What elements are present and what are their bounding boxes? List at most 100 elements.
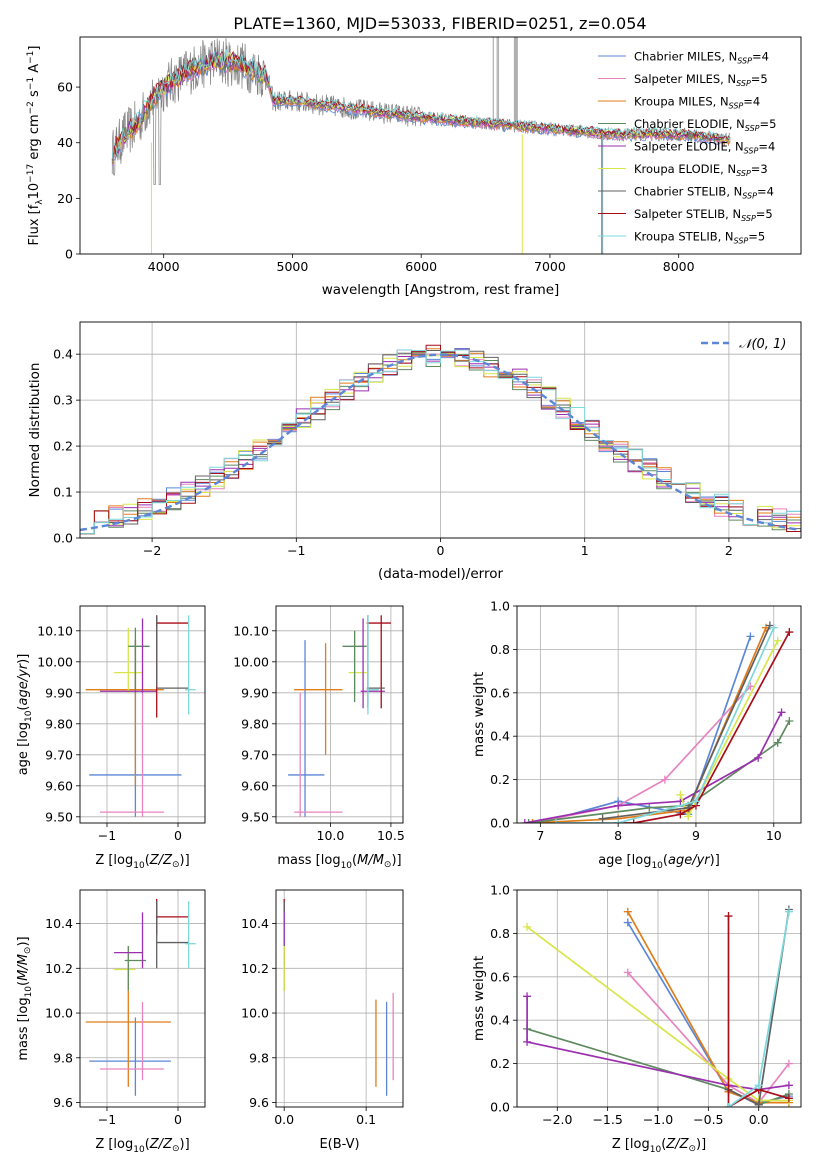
panel-age_vs_Z: −1 0 9.50 9.60 9.70 9.80 9.90 10.00 10.10 Z [log1… — [16, 605, 206, 871]
weight-marker-salpeter-elodie — [614, 801, 623, 810]
y-tick-label: 10.2 — [45, 961, 73, 976]
y-tick-label: 10.00 — [37, 654, 73, 669]
x-tick-label: −2.0 — [542, 1112, 572, 1127]
weight-marker-salpeter-miles — [784, 1059, 793, 1068]
plot-area-weight_vs_age — [520, 621, 794, 823]
panel-mass_vs_Z: −1 0 9.6 9.8 10.0 10.2 10.4 Z [log10(Z/Z⊙)] mass… — [16, 889, 206, 1155]
panel-spectrum: 4000 5000 6000 7000 8000 0 20 40 60 wavelength [A… — [26, 36, 802, 298]
y-tick-label: 10.0 — [45, 1006, 73, 1021]
axes-frame — [79, 889, 206, 1108]
y-tick-label: 10.0 — [241, 1006, 269, 1021]
y-tick-label: 0.4 — [490, 729, 510, 744]
y-tick-label: 0.8 — [490, 642, 510, 657]
legend-label: Kroupa ELODIE, NSSP=3 — [634, 162, 768, 178]
y-axis-label: mass weight — [471, 672, 487, 757]
weight-marker-salpeter-stelib — [676, 810, 685, 819]
x-axis-label: Z [log10(Z/Z⊙)] — [95, 853, 189, 871]
weight-marker-salpeter-miles — [660, 775, 669, 784]
weight-line-salpeter-miles — [627, 971, 790, 1104]
x-tick-label: 10.0 — [317, 828, 345, 843]
weight-marker-salpeter-elodie — [754, 753, 763, 762]
plot-area-age_vs_mass — [288, 615, 391, 817]
weight-marker-kroupa-stelib — [769, 623, 778, 632]
y-tick-label: 9.8 — [53, 1050, 73, 1065]
y-axis-label: Normed distribution — [27, 363, 43, 498]
weight-line-chabrier-miles — [540, 636, 752, 823]
y-tick-label: 1.0 — [490, 883, 510, 898]
normal-curve — [80, 353, 801, 532]
x-axis-label: Z [log10(Z/Z⊙)] — [612, 1137, 706, 1155]
axes-frame — [79, 605, 206, 824]
x-tick-label: 0 — [174, 828, 182, 843]
x-tick-label: 5000 — [277, 259, 309, 274]
y-tick-label: 0.2 — [490, 1056, 510, 1071]
legend-label: Chabrier STELIB, NSSP=4 — [634, 185, 774, 201]
panel-weight_vs_age: 7 8 9 10 0.0 0.2 0.4 0.6 0.8 1.0 age [log10(age/yr… — [471, 599, 802, 871]
y-tick-label: 60 — [57, 80, 73, 95]
weight-marker-chabrier-elodie — [773, 738, 782, 747]
y-tick-label: 0.4 — [490, 1013, 510, 1028]
weight-marker-kroupa-stelib — [551, 819, 560, 823]
x-tick-label: 0.0 — [749, 1112, 769, 1127]
y-tick-label: 10.2 — [241, 961, 269, 976]
y-tick-label: 9.70 — [241, 747, 269, 762]
y-tick-label: 9.70 — [45, 747, 73, 762]
y-tick-label: 0.6 — [490, 685, 510, 700]
x-axis-label: mass [log10(M/M⊙)] — [277, 853, 401, 871]
y-tick-label: 20 — [57, 191, 73, 206]
x-tick-label: 4000 — [148, 259, 180, 274]
axes-frame — [275, 889, 404, 1108]
legend-label: Salpeter MILES, NSSP=5 — [634, 72, 768, 88]
legend-label: 𝒩(0, 1) — [739, 337, 786, 352]
weight-line-kroupa-stelib — [555, 627, 775, 823]
y-axis-label: mass [log10(M/M⊙)] — [16, 936, 34, 1060]
x-tick-label: −2 — [143, 543, 161, 558]
legend-label: Kroupa MILES, NSSP=4 — [634, 95, 760, 111]
x-axis-label: (data-model)/error — [378, 566, 504, 582]
y-axis-label: age [log10(age/yr)] — [16, 654, 34, 776]
weight-marker-salpeter-stelib — [785, 628, 794, 637]
x-tick-label: 0.1 — [356, 1112, 376, 1127]
x-tick-label: −1 — [287, 543, 305, 558]
axes-frame — [275, 605, 404, 824]
legend-label: Chabrier MILES, NSSP=4 — [634, 50, 769, 66]
legend-label: Salpeter ELODIE, NSSP=4 — [634, 140, 775, 156]
legend-label: Salpeter STELIB, NSSP=5 — [634, 207, 773, 223]
weight-marker-salpeter-elodie — [523, 1037, 532, 1046]
legend-label: Chabrier ELODIE, NSSP=5 — [634, 117, 776, 133]
legend: 𝒩(0, 1) — [701, 337, 786, 352]
x-axis-label: age [log10(age/yr)] — [598, 853, 720, 871]
x-tick-label: 8000 — [663, 259, 695, 274]
plot-area-mass_vs_EBV — [283, 898, 394, 1096]
weight-marker-kroupa-elodie — [773, 636, 782, 645]
x-tick-label: 0 — [174, 1112, 182, 1127]
weight-marker-salpeter-stelib — [724, 912, 733, 921]
y-axis-label: Flux [fλ10−17 erg cm−2 s−1 A−1] — [26, 46, 45, 246]
plot-area-residuals — [80, 344, 801, 538]
weight-marker-kroupa-stelib — [691, 797, 700, 806]
y-tick-label: 0.3 — [53, 393, 73, 408]
plot-area-weight_vs_Z — [523, 905, 793, 1107]
weight-marker-salpeter-elodie — [520, 819, 529, 823]
data-masked-region — [513, 37, 518, 129]
y-tick-label: 9.60 — [45, 778, 73, 793]
plot-area-spectrum — [111, 37, 731, 254]
weight-marker-kroupa-stelib — [614, 819, 623, 823]
y-tick-label: 0 — [65, 247, 73, 262]
x-tick-label: −0.5 — [693, 1112, 723, 1127]
weight-marker-kroupa-elodie — [523, 922, 532, 931]
y-tick-label: 9.60 — [241, 778, 269, 793]
axes-frame — [516, 605, 802, 824]
y-tick-label: 10.00 — [233, 654, 269, 669]
x-tick-label: 8 — [614, 828, 622, 843]
y-tick-label: 0.0 — [53, 531, 73, 546]
y-tick-label: 9.6 — [249, 1095, 269, 1110]
plot-area-mass_vs_Z — [85, 898, 196, 1096]
x-tick-label: 2 — [725, 543, 733, 558]
y-tick-label: 9.80 — [241, 716, 269, 731]
y-tick-label: 9.6 — [53, 1095, 73, 1110]
y-tick-label: 0.4 — [53, 347, 73, 362]
weight-marker-chabrier-elodie — [785, 717, 794, 726]
panel-residuals: −2 −1 0 1 2 0.0 0.1 0.2 0.3 0.4 (data-model)/error… — [27, 321, 802, 582]
